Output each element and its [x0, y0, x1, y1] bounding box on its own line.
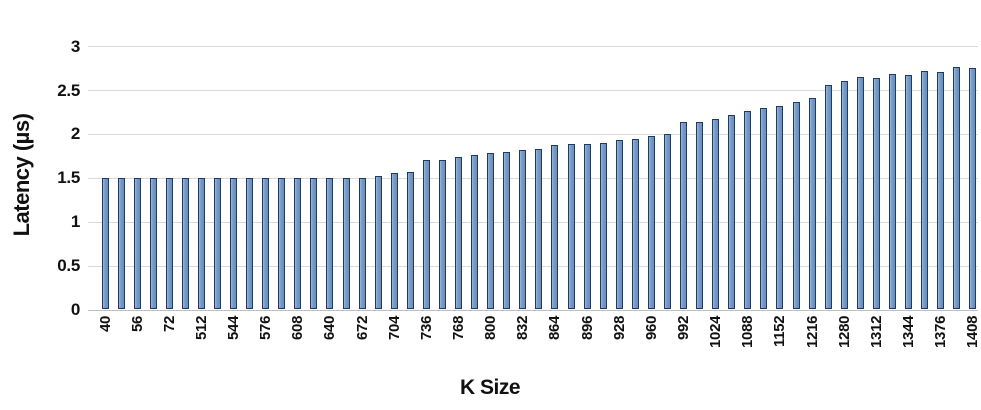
bar	[374, 176, 382, 310]
bar-k56	[133, 177, 141, 310]
bar-k512	[197, 177, 205, 310]
y-tick-label: 2.5	[57, 80, 80, 100]
bar-k928	[615, 140, 623, 310]
x-tick-label: 1024	[707, 315, 725, 348]
bar-k1088	[744, 111, 752, 310]
bar	[278, 177, 286, 310]
bar	[310, 177, 318, 310]
bar-k736	[422, 160, 430, 310]
x-tick-label: 1152	[771, 315, 789, 347]
bar-k800	[487, 153, 495, 310]
x-tick-label: 736	[417, 315, 435, 340]
x-tick-label: 1280	[835, 315, 853, 348]
bar	[824, 84, 832, 310]
x-tick-label: 832	[514, 315, 532, 340]
bar	[438, 160, 446, 310]
bar	[342, 177, 350, 310]
bar	[471, 154, 479, 310]
x-tick-label: 1088	[739, 315, 757, 348]
bar	[599, 142, 607, 310]
bar-k704	[390, 172, 398, 310]
y-tick-label: 1.5	[57, 168, 80, 188]
bar-k608	[294, 177, 302, 310]
x-tick-label: 800	[482, 315, 500, 340]
x-tick-label: 640	[321, 315, 339, 340]
bar-k896	[583, 143, 591, 310]
bar-k832	[519, 149, 527, 310]
bar	[503, 152, 511, 310]
x-tick-label: 544	[225, 315, 243, 340]
x-tick-label: 672	[353, 315, 371, 340]
bar	[181, 177, 189, 310]
bar-k576	[262, 177, 270, 310]
gridline	[88, 221, 978, 223]
bar-k768	[455, 156, 463, 310]
x-tick-label: 512	[192, 315, 210, 340]
bar-k640	[326, 177, 334, 310]
x-axis-title: K Size	[459, 376, 521, 399]
x-tick-label: 608	[289, 315, 307, 340]
x-tick-label: 576	[257, 315, 275, 340]
gridline	[88, 265, 978, 267]
bar	[567, 144, 575, 310]
bar-k1024	[712, 118, 720, 310]
bar-k1152	[776, 105, 784, 310]
gridline	[88, 46, 978, 48]
bar	[406, 171, 414, 310]
bar	[760, 108, 768, 310]
x-tick-label: 992	[675, 315, 693, 340]
x-tick-label: 1312	[867, 315, 885, 348]
bar	[117, 177, 125, 310]
x-tick-label: 1216	[803, 315, 821, 348]
bar	[535, 148, 543, 310]
gridline	[88, 177, 978, 179]
y-tick-label: 3	[70, 36, 80, 56]
bar	[953, 67, 961, 310]
bar-k1280	[840, 81, 848, 310]
bar-k960	[647, 135, 655, 310]
bar	[663, 133, 671, 310]
bar	[792, 102, 800, 310]
bar-k1376	[937, 71, 945, 310]
bar	[213, 177, 221, 310]
bar	[856, 76, 864, 310]
bar	[696, 121, 704, 310]
bar	[728, 115, 736, 310]
bar-k864	[551, 145, 559, 310]
bar	[921, 70, 929, 310]
bar-k544	[230, 177, 238, 310]
y-tick-label: 0	[70, 300, 80, 319]
bar-k1216	[808, 97, 816, 310]
bar-k40	[101, 177, 109, 310]
gridline	[88, 133, 978, 135]
x-tick-label: 896	[578, 315, 596, 340]
y-tick-label: 2	[70, 124, 80, 144]
x-tick-label: 704	[385, 315, 403, 340]
bar-k672	[358, 177, 366, 310]
x-tick-label: 928	[610, 315, 628, 340]
y-tick-label: 1	[70, 212, 80, 232]
bar-k72	[165, 177, 173, 310]
bar	[888, 74, 896, 310]
bar	[246, 177, 254, 310]
x-tick-label: 1376	[932, 315, 950, 348]
bar	[149, 177, 157, 310]
bar	[631, 139, 639, 310]
x-tick-label: 768	[450, 315, 468, 340]
x-tick-label: 56	[128, 315, 146, 332]
y-tick-label: 0.5	[57, 256, 80, 276]
x-axis-line	[88, 309, 978, 311]
x-tick-label: 960	[642, 315, 660, 340]
bar-k1344	[905, 75, 912, 310]
bar-k992	[680, 122, 688, 310]
x-tick-label: 1344	[900, 315, 917, 348]
x-tick-label: 1408	[964, 315, 981, 348]
x-tick-label: 40	[96, 315, 114, 332]
bar-k1312	[872, 77, 880, 310]
x-tick-label: 72	[160, 315, 178, 332]
bar-k1408	[969, 68, 977, 310]
gridline	[88, 90, 978, 91]
x-tick-label: 864	[546, 315, 564, 340]
